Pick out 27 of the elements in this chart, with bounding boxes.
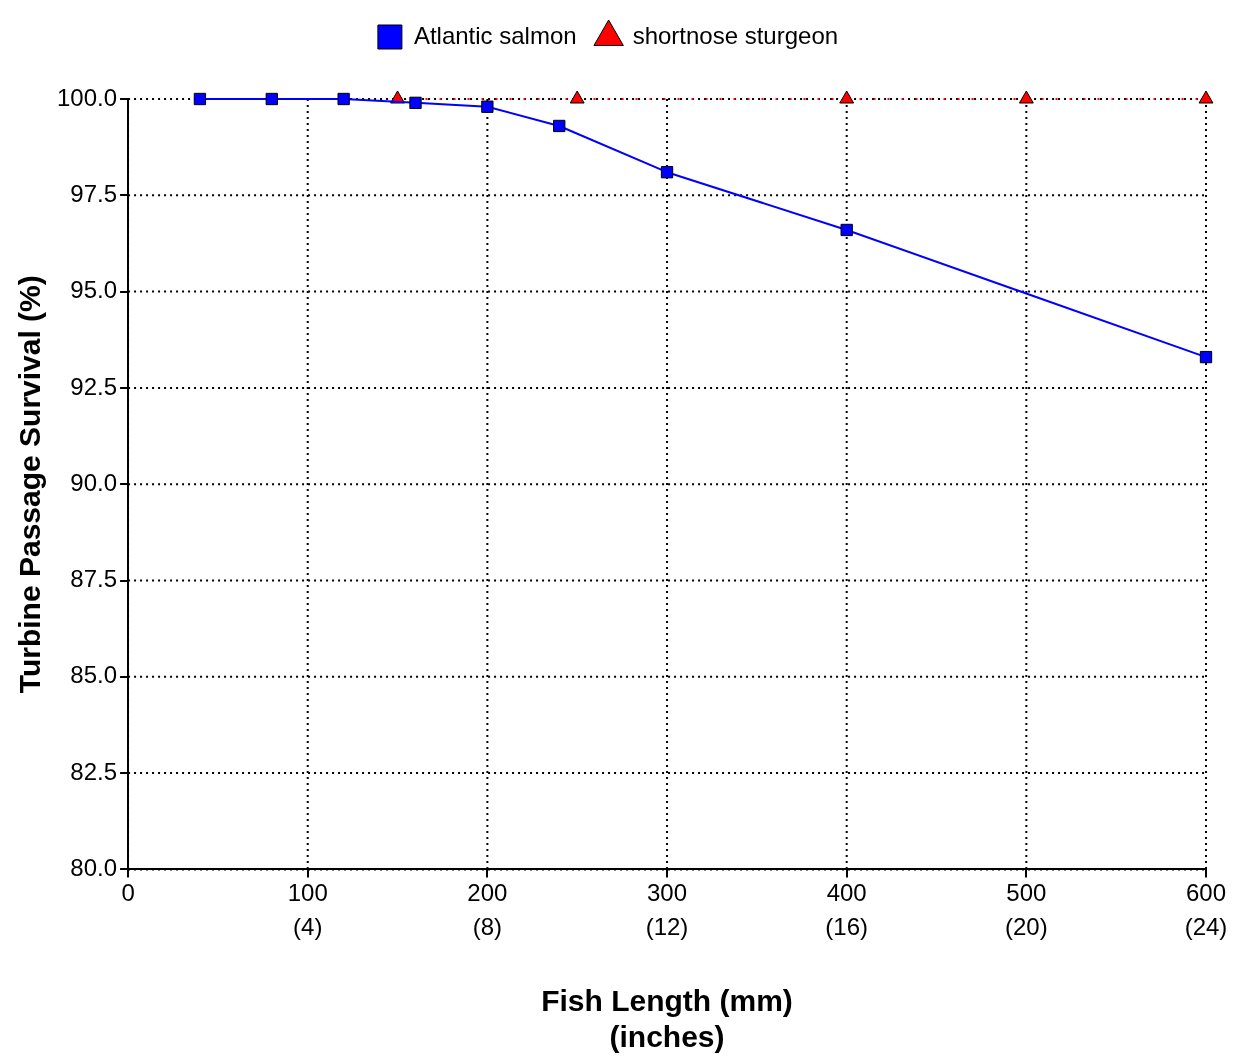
x-tick-label: 600 xyxy=(1185,879,1227,907)
x2-axis-title: (inches) xyxy=(609,1020,725,1054)
x2-tick-label: (8) xyxy=(472,913,503,941)
y-axis-title: Turbine Passage Survival (%) xyxy=(13,275,47,694)
y-tick-label: 87.5 xyxy=(70,565,118,593)
x2-tick-label: (16) xyxy=(825,913,869,941)
x-axis-title: Fish Length (mm) xyxy=(541,984,793,1018)
y-tick-label: 90.0 xyxy=(70,468,118,496)
y-tick-label: 97.5 xyxy=(70,179,118,207)
x-tick-label: 400 xyxy=(826,879,867,907)
y-tick-label: 82.5 xyxy=(70,757,118,785)
x2-tick-label: (4) xyxy=(293,913,323,941)
x-tick-label: 100 xyxy=(287,879,328,907)
legend-label: shortnose sturgeon xyxy=(632,21,839,49)
y-tick-label: 100.0 xyxy=(57,83,118,111)
x2-tick-label: (20) xyxy=(1005,913,1048,941)
x-tick-label: 500 xyxy=(1006,879,1047,907)
x2-tick-label: (12) xyxy=(645,913,689,941)
y-tick-label: 92.5 xyxy=(70,372,118,400)
x-tick-label: 200 xyxy=(467,879,508,907)
y-tick-label: 85.0 xyxy=(70,661,118,689)
legend-label: Atlantic salmon xyxy=(413,21,577,49)
y-tick-label: 80.0 xyxy=(70,854,118,882)
x-tick-label: 0 xyxy=(121,879,135,907)
x2-tick-label: (24) xyxy=(1184,913,1228,941)
x-tick-label: 300 xyxy=(647,879,688,907)
y-tick-label: 95.0 xyxy=(70,276,118,304)
